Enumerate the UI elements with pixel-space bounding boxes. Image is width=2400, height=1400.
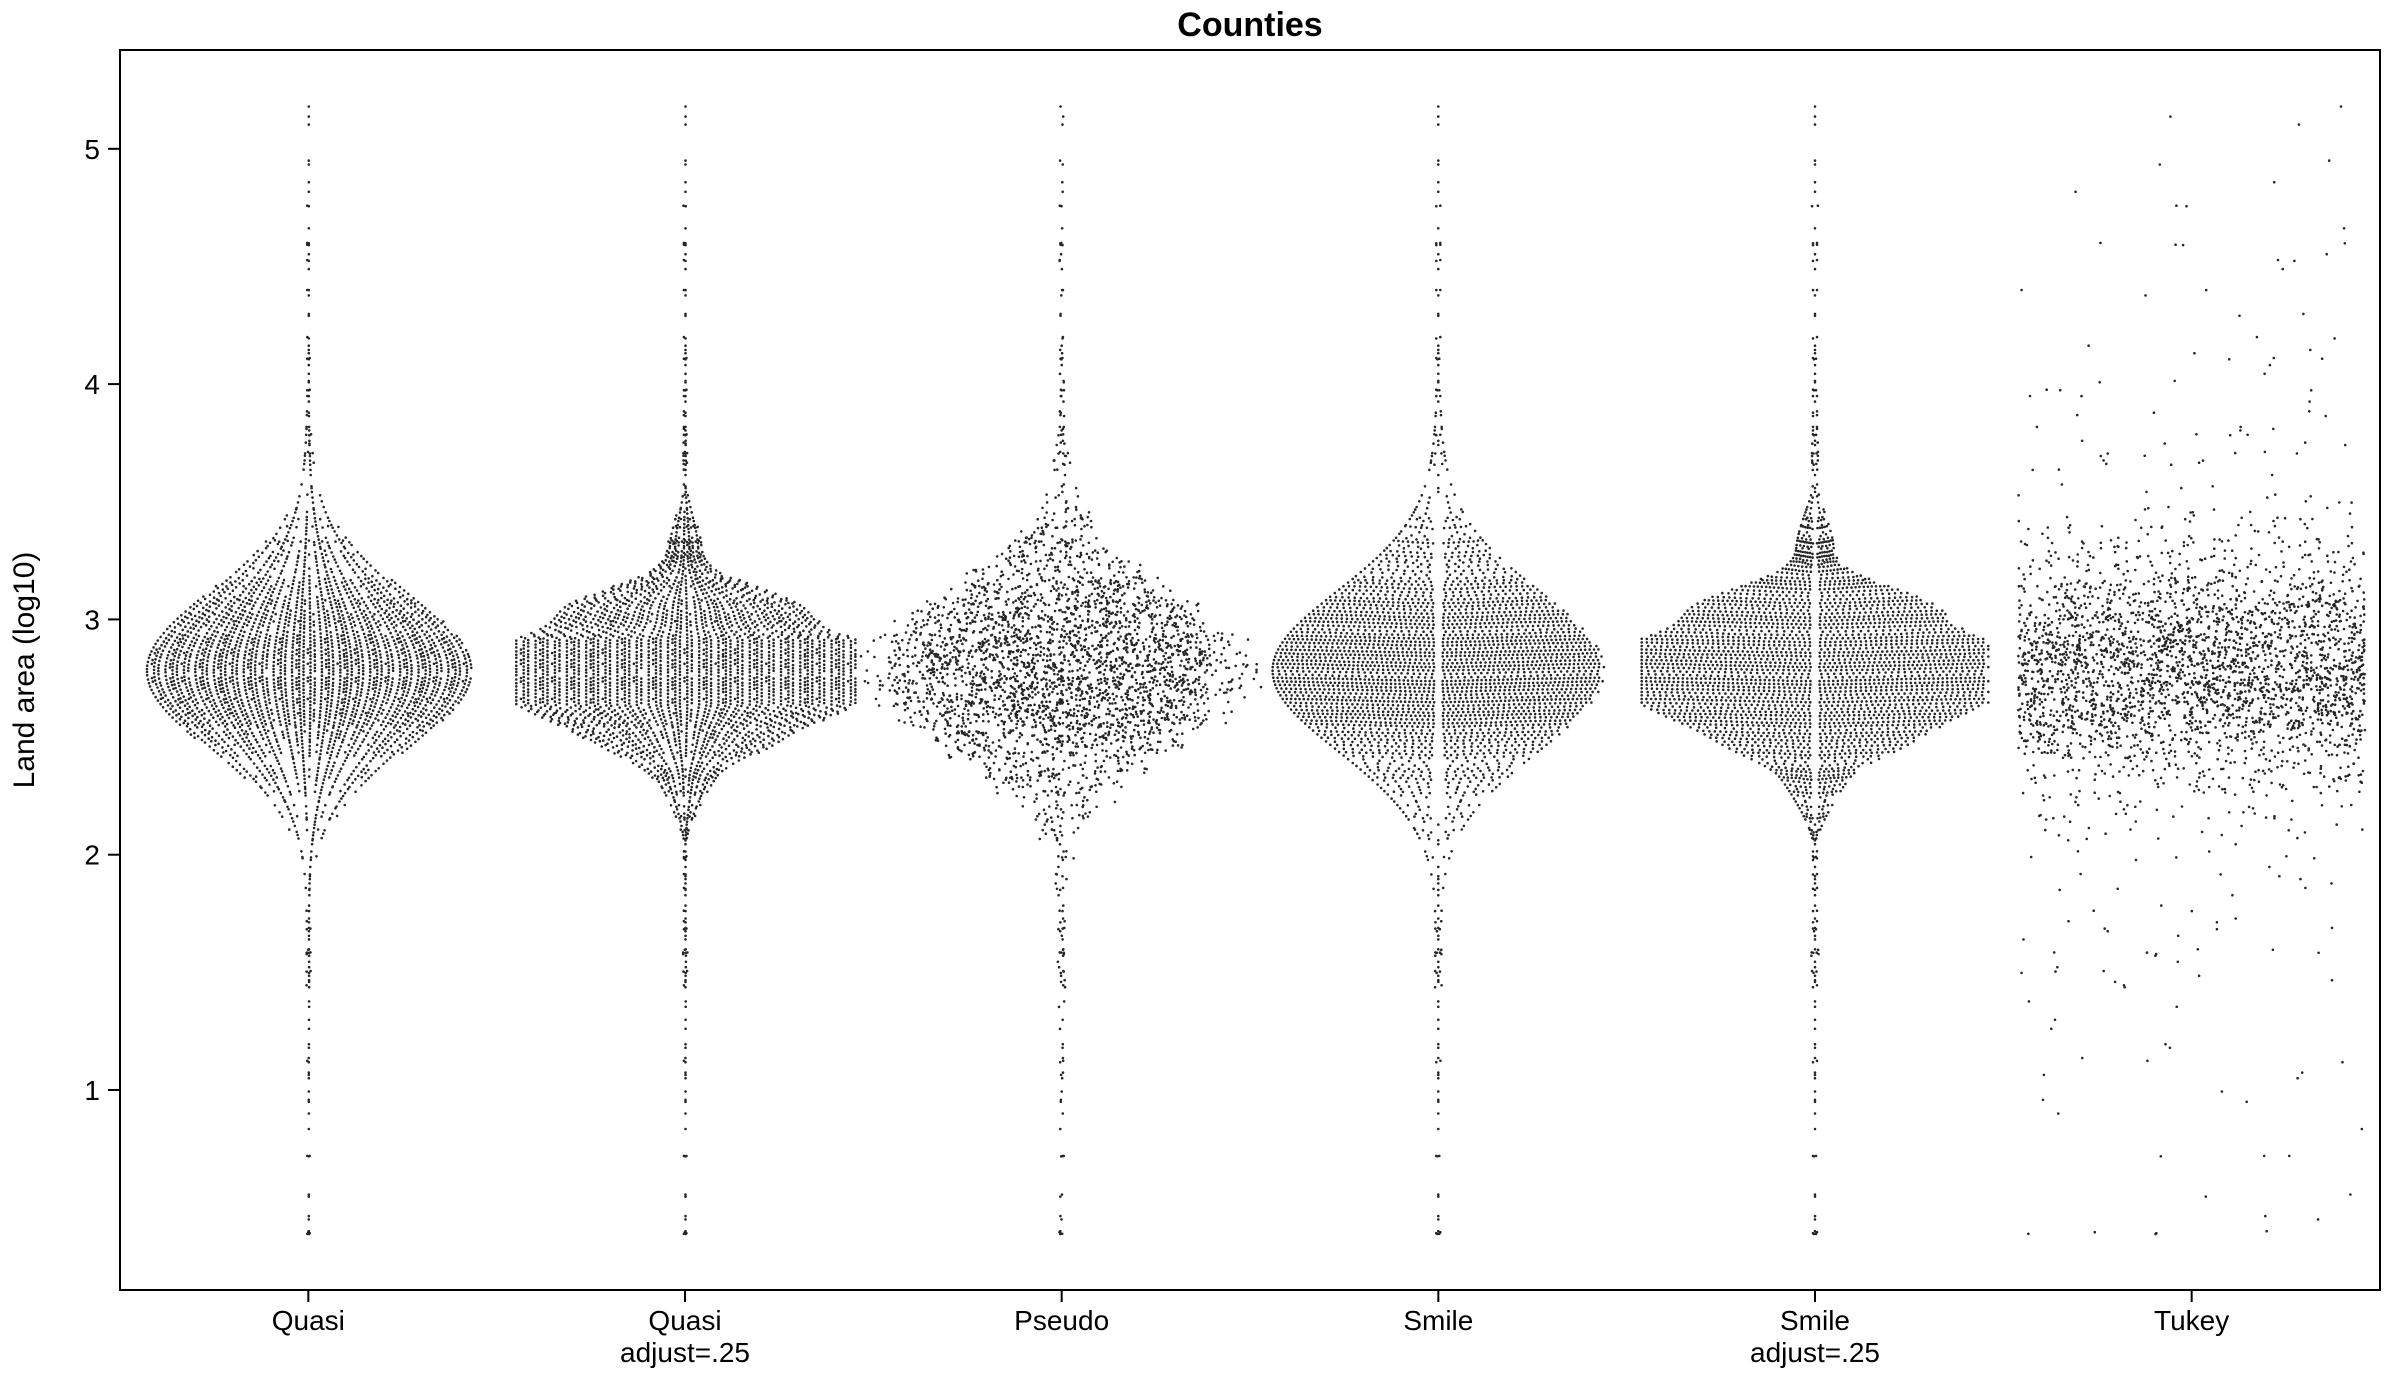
swarm-quasi xyxy=(146,105,473,1235)
swarm-points xyxy=(860,105,1263,1235)
chart-title: Counties xyxy=(1177,6,1322,44)
swarm-points xyxy=(1640,105,1989,1235)
x-tick-sublabel: adjust=.25 xyxy=(620,1337,750,1368)
swarm-tukey xyxy=(2017,105,2366,1235)
y-tick-label: 1 xyxy=(84,1075,100,1106)
swarm-quasi-adj25 xyxy=(515,105,857,1235)
x-tick-label: Smile xyxy=(1780,1305,1850,1336)
y-tick-label: 2 xyxy=(84,840,100,871)
y-axis-label: Land area (log10) xyxy=(8,552,41,789)
y-tick-label: 4 xyxy=(84,369,100,400)
swarm-points xyxy=(1271,105,1605,1235)
y-axis-ticks: 1 2 3 4 5 xyxy=(84,134,120,1106)
x-tick-sublabel: adjust=.25 xyxy=(1750,1337,1880,1368)
swarm-smile xyxy=(1271,105,1605,1235)
swarm-groups xyxy=(146,105,2367,1235)
x-tick-label: Tukey xyxy=(2154,1305,2229,1336)
swarm-points xyxy=(146,105,473,1235)
swarm-smile-adj25 xyxy=(1640,105,1989,1235)
swarm-points xyxy=(515,105,857,1235)
x-tick-label: Pseudo xyxy=(1014,1305,1109,1336)
x-tick-label: Quasi xyxy=(272,1305,345,1336)
swarm-pseudo xyxy=(860,105,1263,1235)
y-tick-label: 5 xyxy=(84,134,100,165)
x-tick-label: Quasi xyxy=(648,1305,721,1336)
x-tick-label: Smile xyxy=(1403,1305,1473,1336)
swarm-points xyxy=(2017,105,2366,1235)
chart-svg: 12345 QuasiQuasiadjust=.25PseudoSmileSmi… xyxy=(0,0,2400,1400)
chart-root: 12345 QuasiQuasiadjust=.25PseudoSmileSmi… xyxy=(0,0,2400,1400)
y-tick-label: 3 xyxy=(84,604,100,635)
x-axis-ticks: QuasiQuasiadjust=.25PseudoSmileSmileadju… xyxy=(272,1290,2230,1368)
